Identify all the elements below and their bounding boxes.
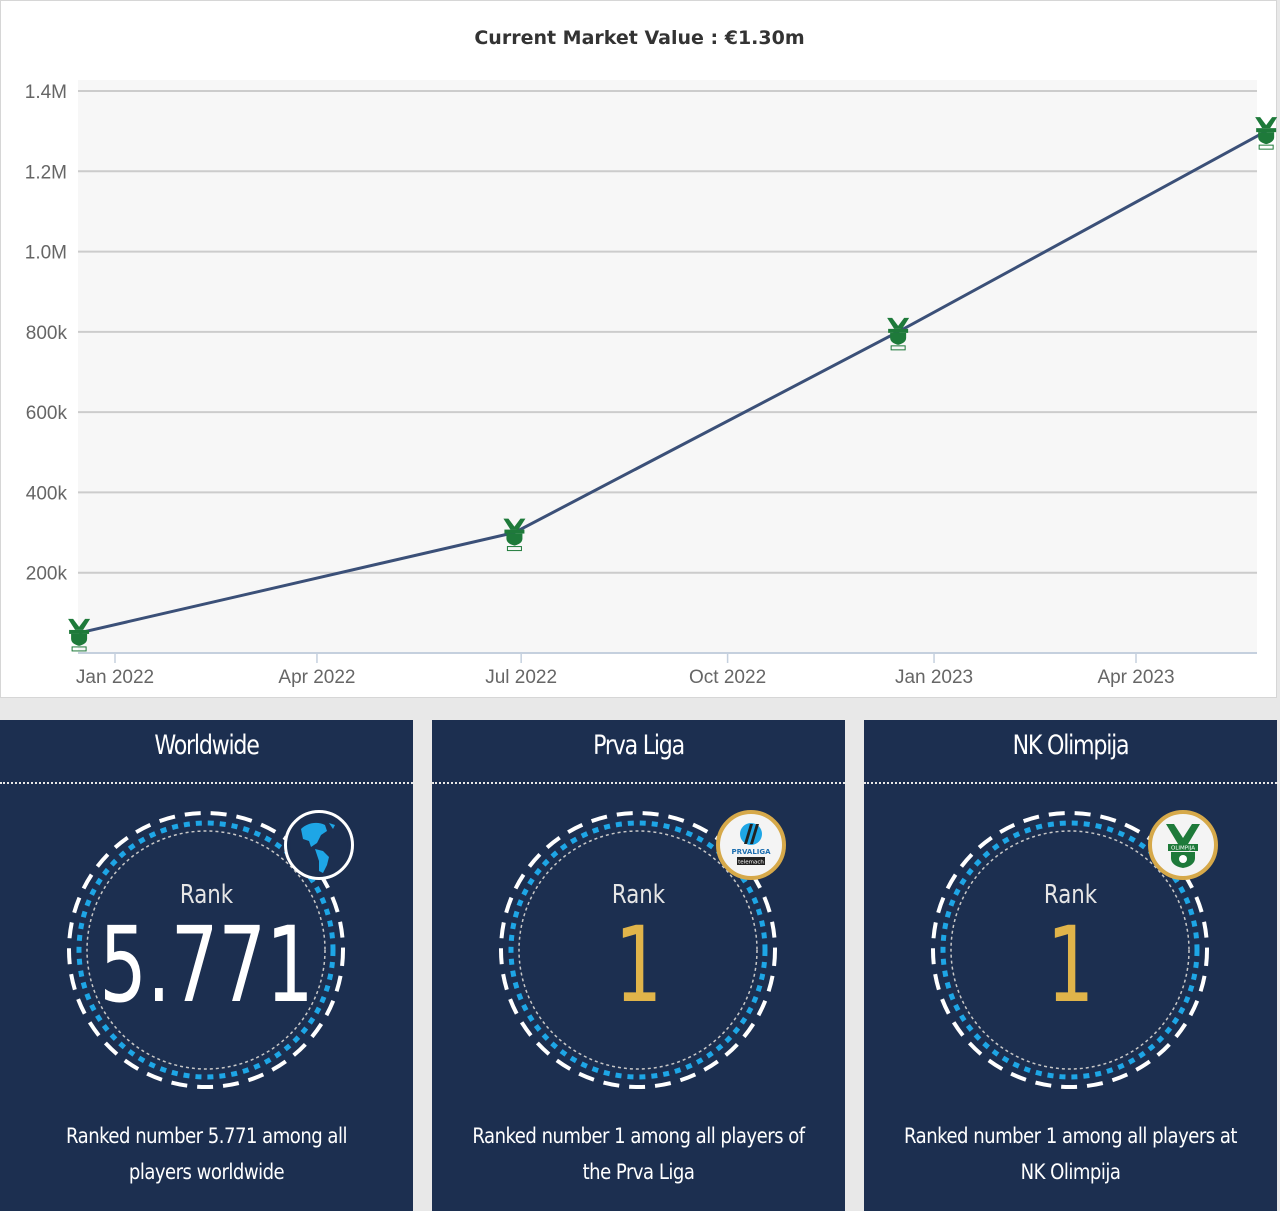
- y-tick-label: 400k: [26, 483, 68, 504]
- club-crest-icon[interactable]: [68, 618, 91, 652]
- x-tick-label: Oct 2022: [689, 667, 766, 688]
- globe-icon: [284, 810, 354, 880]
- y-tick-label: 200k: [26, 564, 68, 585]
- badge-text: OLIMPIJA: [1171, 846, 1195, 852]
- rank-card-prva-liga: Prva Liga PRVALIGA telemach Rank 1 Ranke…: [432, 720, 845, 1211]
- rank-rings: [931, 811, 1209, 1089]
- rank-description: Ranked number 1 among all players of the…: [472, 1124, 805, 1184]
- y-tick-label: 1.4M: [25, 82, 67, 103]
- card-title: Prva Liga: [593, 730, 685, 761]
- olimpija-crest-icon: OLIMPIJA: [1148, 810, 1218, 880]
- rank-label: Rank: [179, 880, 234, 910]
- y-gridlines: [78, 90, 1257, 574]
- blue-dotted-ring: [76, 820, 336, 1080]
- inner-dotted-ring: [86, 830, 326, 1070]
- x-tick-label: Apr 2022: [278, 667, 355, 688]
- card-title: Worldwide: [154, 730, 260, 761]
- chart-plot: 200k 400k 600k 800k 1.0M 1.2M 1.4M Jan 2022 Apr…: [25, 80, 1278, 688]
- x-tick-label: Jul 2022: [485, 667, 557, 688]
- divider: [864, 782, 1277, 784]
- rank-value: 5.771: [99, 904, 314, 1026]
- x-tick-label: Apr 2023: [1097, 667, 1174, 688]
- outer-dashed-ring: [931, 811, 1209, 1089]
- rank-card-worldwide: Worldwide Rank 5.771 Ranked number 5.771…: [0, 720, 413, 1211]
- rank-rings: [499, 811, 777, 1089]
- rank-description: Ranked number 5.771 among all players wo…: [66, 1124, 347, 1184]
- x-ticks: [114, 653, 1137, 663]
- outer-dashed-ring: [67, 811, 345, 1089]
- y-tick-label: 1.2M: [25, 162, 67, 183]
- y-tick-label: 600k: [26, 403, 68, 424]
- rank-label: Rank: [611, 880, 666, 910]
- club-crest-icon[interactable]: [887, 317, 910, 351]
- rank-description: Ranked number 1 among all players at NK …: [904, 1124, 1237, 1184]
- y-tick-label: 1.0M: [25, 243, 67, 264]
- divider: [432, 782, 845, 784]
- x-tick-label: Jan 2023: [895, 667, 973, 688]
- rank-label: Rank: [1043, 880, 1098, 910]
- y-tick-labels: 200k 400k 600k 800k 1.0M 1.2M 1.4M: [25, 82, 68, 585]
- inner-dotted-ring: [518, 830, 758, 1070]
- series-line: [78, 129, 1267, 635]
- blue-dotted-ring: [508, 820, 768, 1080]
- chart-title: Current Market Value : €1.30m: [474, 27, 805, 49]
- y-tick-label: 800k: [26, 323, 68, 344]
- outer-dashed-ring: [499, 811, 777, 1089]
- rank-value: 1: [614, 904, 663, 1026]
- prva-liga-logo-icon: PRVALIGA telemach: [716, 810, 786, 880]
- x-tick-label: Jan 2022: [76, 667, 154, 688]
- series-markers: [68, 117, 1278, 652]
- inner-dotted-ring: [950, 830, 1190, 1070]
- badge-text: PRVALIGA: [731, 848, 771, 856]
- blue-dotted-ring: [940, 820, 1200, 1080]
- rank-card-club: NK Olimpija OLIMPIJA Rank 1 Ranked numbe…: [864, 720, 1277, 1211]
- plot-background: [78, 80, 1257, 653]
- x-tick-labels: Jan 2022 Apr 2022 Jul 2022 Oct 2022 Jan 2023…: [76, 667, 1175, 688]
- card-title: NK Olimpija: [1012, 730, 1130, 761]
- rank-rings: [67, 811, 345, 1089]
- badge-text: telemach: [738, 860, 764, 866]
- rank-value: 1: [1046, 904, 1095, 1026]
- club-crest-icon[interactable]: [503, 518, 526, 552]
- divider: [0, 782, 413, 784]
- market-value-chart: Current Market Value : €1.30m 200k 400k 60…: [0, 0, 1278, 698]
- club-crest-icon[interactable]: [1255, 117, 1278, 150]
